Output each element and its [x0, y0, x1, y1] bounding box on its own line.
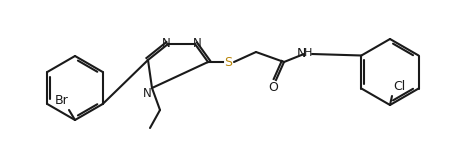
- Text: Cl: Cl: [393, 80, 405, 93]
- Text: N: N: [193, 37, 201, 49]
- Text: H: H: [304, 48, 312, 58]
- Text: S: S: [224, 56, 232, 68]
- Text: O: O: [268, 80, 278, 94]
- Text: N: N: [143, 86, 152, 99]
- Text: N: N: [162, 37, 170, 49]
- Text: N: N: [296, 47, 306, 60]
- Text: Br: Br: [55, 94, 69, 106]
